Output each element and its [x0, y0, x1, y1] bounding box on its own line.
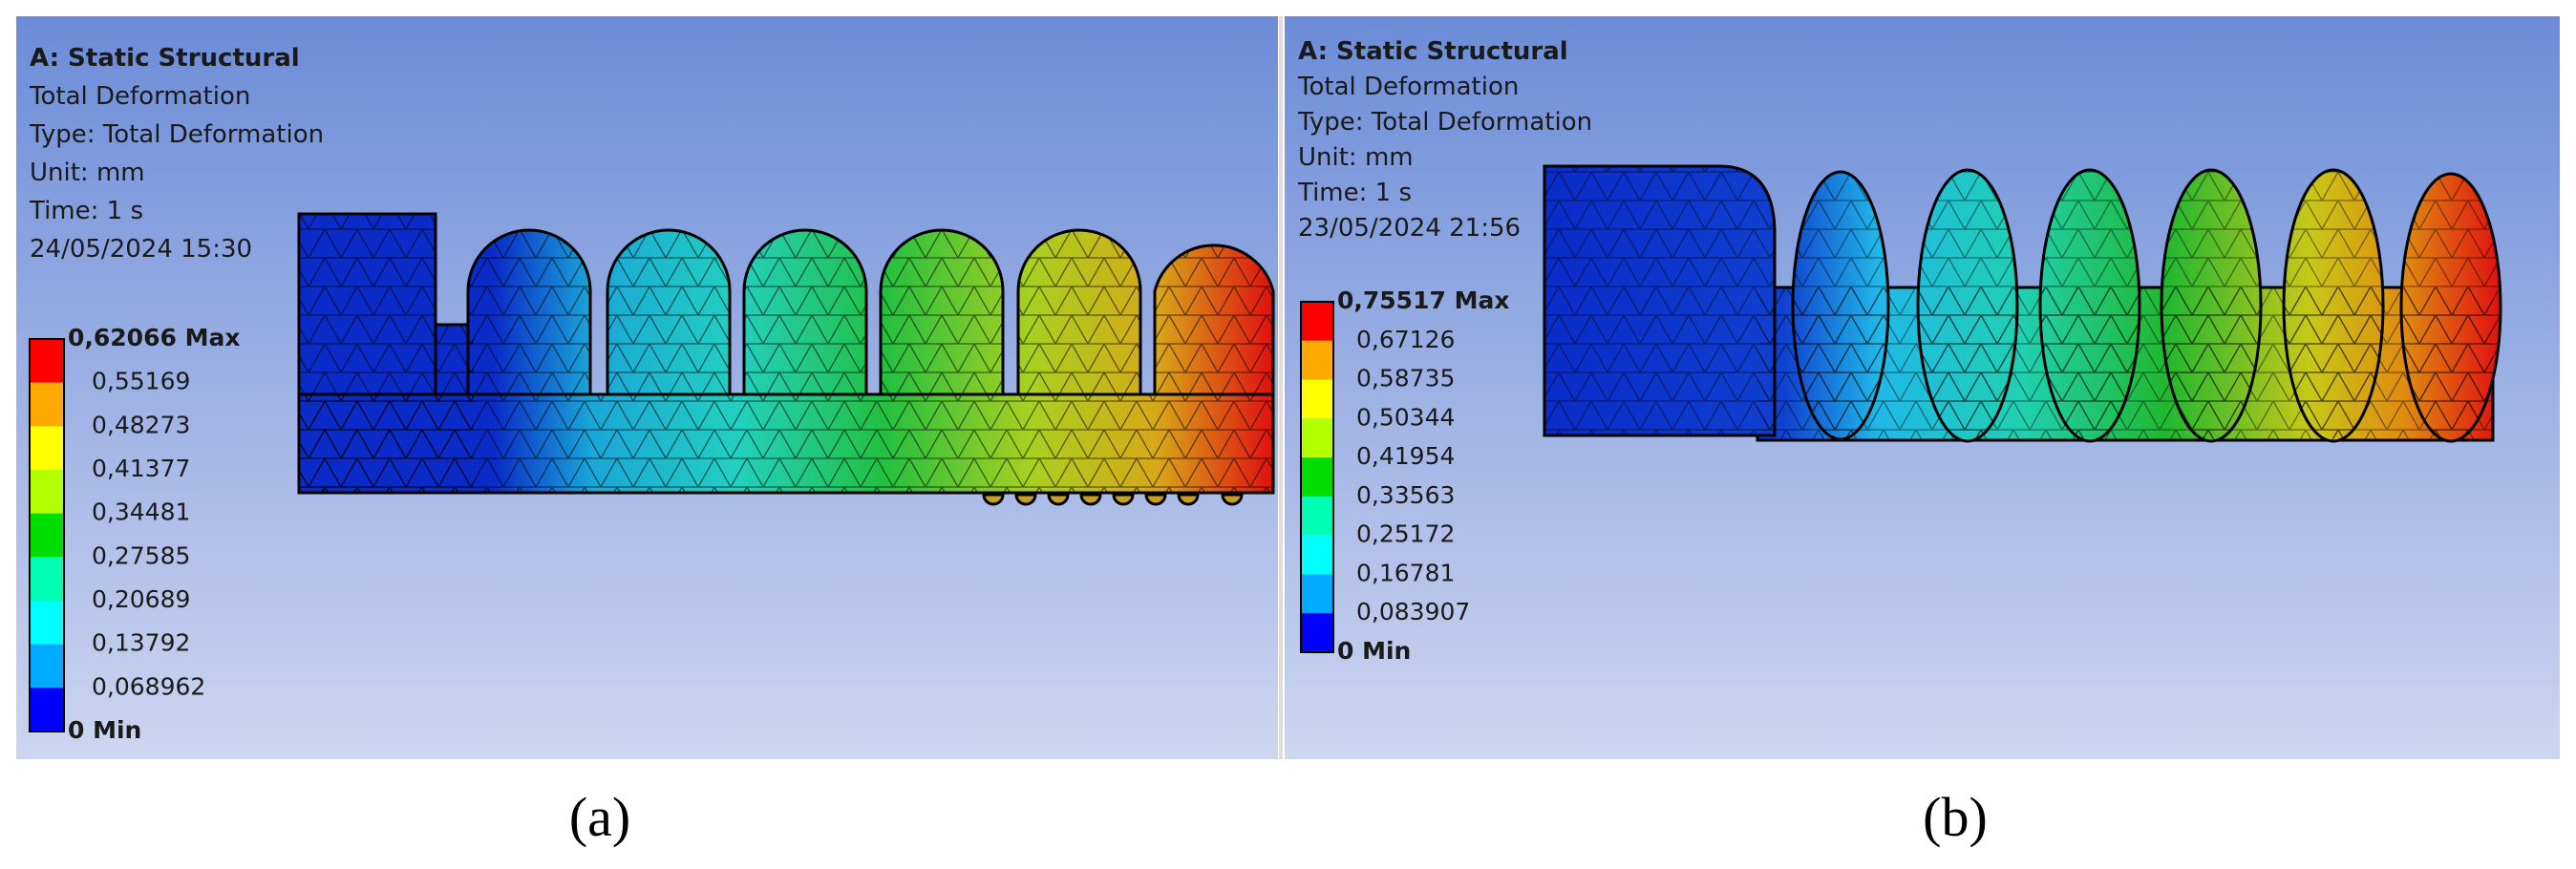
- legend-label: 0,67126: [1356, 326, 1455, 353]
- caption: (b): [1923, 786, 1988, 848]
- legend-label: 0 Min: [68, 716, 141, 744]
- legend-band: [1301, 535, 1333, 575]
- legend-band: [1301, 457, 1333, 497]
- header-line: Unit: mm: [30, 159, 145, 187]
- header-title: A: Static Structural: [30, 44, 300, 73]
- legend-band: [30, 644, 64, 689]
- legend-label: 0,25172: [1356, 520, 1455, 548]
- legend-band: [1301, 340, 1333, 380]
- legend-frame: [1300, 301, 1334, 653]
- legend-label: 0,27585: [92, 541, 190, 569]
- legend-band: [30, 426, 64, 470]
- legend-label: 0,55169: [92, 368, 190, 395]
- panel-a: [16, 16, 1278, 759]
- model: [1543, 164, 2502, 443]
- legend-band: [1301, 379, 1333, 419]
- legend-frame: [29, 338, 65, 732]
- legend-label: 0,068962: [92, 672, 205, 700]
- header-line: Total Deformation: [1297, 73, 1519, 101]
- header-line: 23/05/2024 21:56: [1298, 214, 1521, 243]
- legend-band: [30, 339, 64, 383]
- legend-label: 0,16781: [1356, 559, 1455, 586]
- legend-label: 0,41954: [1356, 442, 1455, 470]
- header-title: A: Static Structural: [1298, 37, 1568, 66]
- legend-band: [30, 688, 64, 731]
- legend-band: [30, 470, 64, 514]
- legend-label: 0 Min: [1337, 637, 1411, 665]
- legend-label: 0,083907: [1356, 598, 1470, 625]
- legend-label: 0,34481: [92, 498, 190, 526]
- header-line: Time: 1 s: [29, 197, 143, 225]
- caption: (a): [569, 786, 630, 848]
- legend-label: 0,58735: [1356, 365, 1455, 392]
- panel-b: [1285, 16, 2560, 759]
- legend-band: [1301, 613, 1333, 652]
- legend-label: 0,48273: [92, 411, 190, 438]
- model: [297, 212, 1275, 506]
- legend-band: [30, 513, 64, 558]
- legend-band: [1301, 496, 1333, 536]
- legend-label: 0,33563: [1356, 481, 1455, 509]
- header-line: Total Deformation: [29, 82, 250, 111]
- legend-band: [30, 382, 64, 427]
- legend-band: [1301, 574, 1333, 614]
- legend-band: [30, 601, 64, 645]
- header-line: Unit: mm: [1298, 143, 1414, 172]
- header-line: Type: Total Deformation: [29, 120, 324, 149]
- legend-label: 0,20689: [92, 585, 190, 613]
- header-line: Type: Total Deformation: [1297, 108, 1592, 137]
- legend-label: 0,62066 Max: [68, 324, 240, 351]
- legend-band: [1301, 418, 1333, 458]
- header-line: Time: 1 s: [1297, 179, 1412, 207]
- legend-band: [1301, 302, 1333, 341]
- legend-label: 0,13792: [92, 629, 190, 657]
- header-line: 24/05/2024 15:30: [30, 235, 252, 264]
- legend-label: 0,41377: [92, 455, 190, 482]
- legend-band: [30, 557, 64, 601]
- legend-label: 0,50344: [1356, 403, 1455, 431]
- legend-label: 0,75517 Max: [1337, 286, 1509, 314]
